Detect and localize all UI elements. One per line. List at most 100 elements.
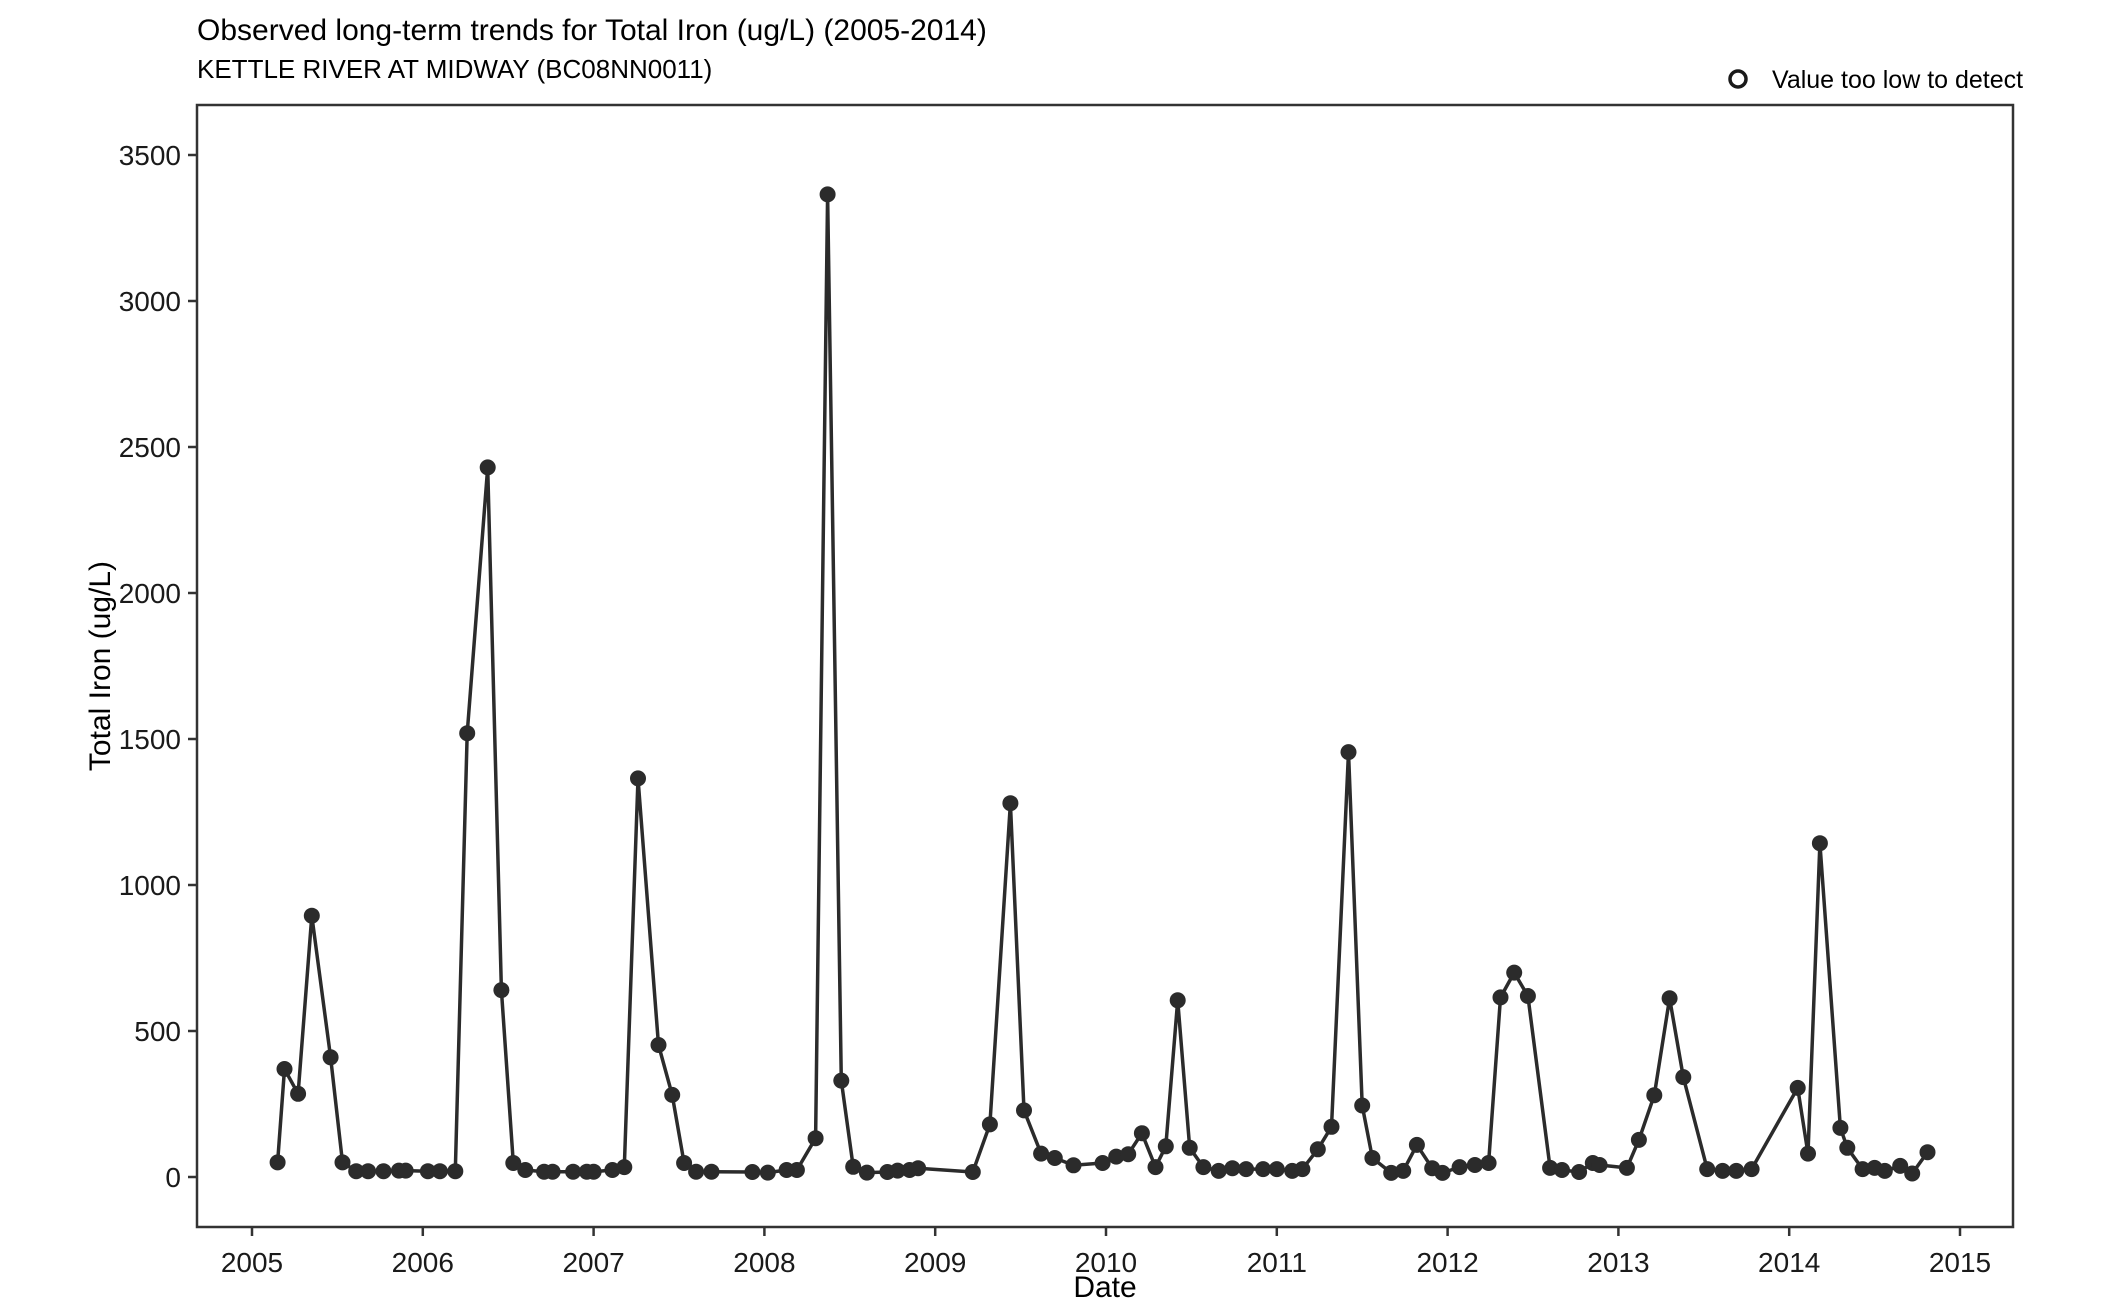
- data-point: [322, 1049, 339, 1066]
- series-line: [275, 192, 1929, 1176]
- y-tick-label: 2000: [119, 578, 181, 609]
- x-tick-label: 2005: [221, 1247, 283, 1278]
- data-point: [981, 1116, 998, 1133]
- data-point: [1675, 1069, 1692, 1086]
- data-point: [1195, 1159, 1212, 1176]
- y-axis-title: Total Iron (ug/L): [84, 561, 117, 771]
- data-point: [1661, 990, 1678, 1007]
- data-point: [493, 982, 510, 999]
- data-point: [1268, 1161, 1285, 1178]
- data-point: [676, 1155, 693, 1171]
- legend-open-circle-icon: [1728, 69, 1748, 89]
- x-tick-label: 2014: [1758, 1247, 1820, 1278]
- y-tick-label: 1000: [119, 870, 181, 901]
- data-point: [703, 1163, 720, 1180]
- data-point: [1832, 1119, 1849, 1136]
- data-point: [505, 1155, 522, 1171]
- data-point: [419, 1163, 436, 1180]
- data-point: [1016, 1102, 1032, 1119]
- data-point: [1743, 1161, 1760, 1178]
- data-point: [1451, 1159, 1468, 1176]
- chart-title: Observed long-term trends for Total Iron…: [197, 14, 987, 47]
- data-point: [1181, 1139, 1198, 1156]
- data-point: [1094, 1155, 1111, 1171]
- plot-panel: [195, 103, 2015, 1229]
- y-tick-label: 1500: [119, 724, 181, 755]
- data-point: [375, 1163, 392, 1180]
- data-point: [1323, 1118, 1340, 1135]
- data-point: [1728, 1162, 1745, 1179]
- data-point: [1294, 1161, 1311, 1178]
- data-point: [664, 1086, 681, 1103]
- data-point: [1065, 1157, 1082, 1174]
- data-point: [334, 1154, 351, 1171]
- y-axis-ticks: 0 500 1000 1500 2000 2500 3000 3500: [119, 140, 197, 1193]
- data-series: [269, 186, 1936, 1182]
- data-point: [1714, 1162, 1731, 1179]
- data-point: [565, 1163, 582, 1180]
- x-tick-label: 2008: [733, 1247, 795, 1278]
- y-tick-label: 0: [165, 1162, 181, 1193]
- x-tick-label: 2011: [1247, 1247, 1307, 1278]
- data-point: [759, 1164, 776, 1181]
- data-point: [290, 1085, 307, 1102]
- data-point: [788, 1162, 805, 1178]
- data-point: [1033, 1145, 1050, 1162]
- y-tick-label: 500: [134, 1016, 181, 1047]
- x-axis-title: Date: [1073, 1271, 1136, 1304]
- data-point: [744, 1164, 761, 1180]
- data-point: [348, 1163, 365, 1180]
- data-point: [1395, 1162, 1412, 1179]
- data-point: [630, 770, 646, 787]
- data-point: [1506, 964, 1523, 981]
- data-point: [819, 186, 836, 203]
- data-point: [1839, 1139, 1856, 1156]
- data-point: [1519, 988, 1536, 1004]
- data-point: [360, 1163, 377, 1180]
- data-point: [1354, 1097, 1371, 1114]
- data-point: [303, 907, 320, 924]
- data-point: [479, 459, 496, 476]
- data-point: [845, 1158, 862, 1175]
- data-point: [1210, 1162, 1227, 1179]
- data-point: [1699, 1161, 1716, 1178]
- data-point: [517, 1162, 534, 1178]
- legend: Value too low to detect: [1728, 66, 2023, 94]
- data-point: [1309, 1141, 1326, 1158]
- data-point: [544, 1163, 561, 1180]
- chart-subtitle: KETTLE RIVER AT MIDWAY (BC08NN0011): [197, 54, 712, 84]
- data-point: [1224, 1160, 1241, 1177]
- data-point: [1492, 989, 1509, 1006]
- data-point: [1542, 1159, 1559, 1176]
- data-point: [585, 1163, 602, 1180]
- data-point: [889, 1162, 906, 1179]
- data-point: [1046, 1150, 1063, 1166]
- data-point: [1002, 795, 1019, 812]
- data-point: [1340, 744, 1357, 761]
- data-point: [1876, 1162, 1893, 1179]
- data-point: [616, 1159, 633, 1176]
- data-point: [1904, 1165, 1921, 1182]
- data-point: [1789, 1079, 1806, 1096]
- x-axis-ticks: 2005 2006 2007 2008 2009 2010 2011 2012 2013 2014…: [221, 1227, 1991, 1278]
- data-point: [1147, 1159, 1164, 1176]
- x-tick-label: 2013: [1587, 1247, 1649, 1278]
- legend-label: Value too low to detect: [1772, 66, 2023, 94]
- data-point: [964, 1164, 981, 1180]
- data-point: [1383, 1164, 1400, 1181]
- x-tick-label: 2007: [562, 1247, 624, 1278]
- data-point: [1811, 835, 1828, 852]
- data-point: [447, 1163, 464, 1180]
- data-point: [1480, 1155, 1497, 1171]
- data-point: [688, 1163, 705, 1180]
- data-point: [1108, 1148, 1125, 1165]
- data-point: [1646, 1087, 1663, 1104]
- y-tick-label: 2500: [119, 432, 181, 463]
- data-point: [1408, 1136, 1425, 1153]
- x-tick-label: 2012: [1416, 1247, 1478, 1278]
- x-tick-label: 2015: [1929, 1247, 1991, 1278]
- data-point: [1800, 1145, 1816, 1162]
- data-point: [858, 1164, 875, 1181]
